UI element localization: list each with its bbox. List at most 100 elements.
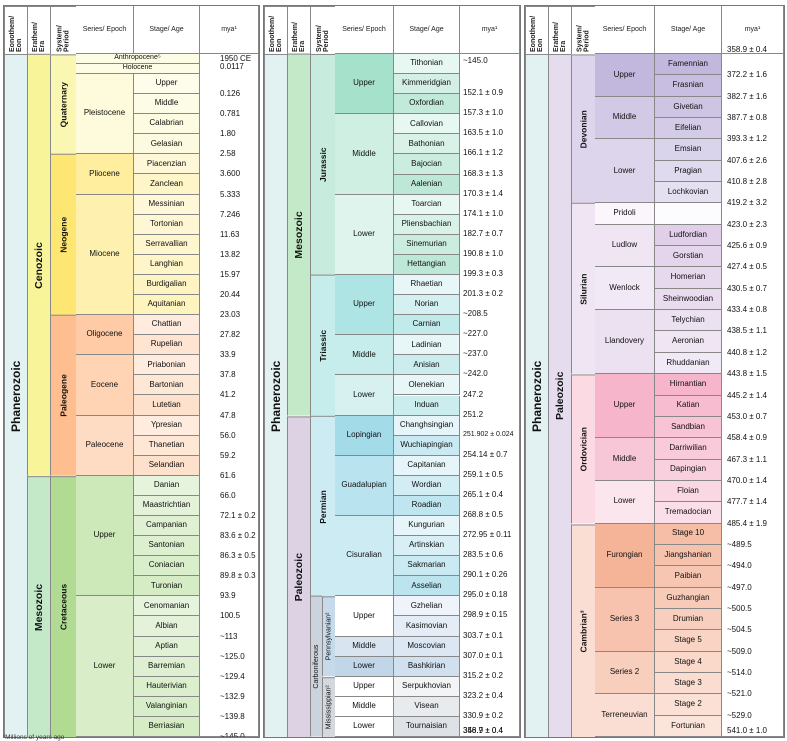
stage-cell: Kimmeridgian <box>394 74 460 95</box>
stage-cell: Sandbian <box>655 416 722 439</box>
stage-cell: Anisian <box>394 355 460 376</box>
series-cell: Upper <box>335 596 394 637</box>
age-value: 453.0 ± 0.7 <box>727 411 767 421</box>
age-value: 485.4 ± 1.9 <box>727 518 767 528</box>
age-value: 1.80 <box>220 129 236 139</box>
series-cell: Eocene <box>76 355 134 416</box>
header-series: Series/ Epoch <box>76 6 134 54</box>
stage-cell: Upper <box>134 74 200 95</box>
series-cell: Miocene <box>76 194 134 316</box>
header-mya: mya¹ <box>460 6 520 54</box>
stage-cell: Burdigalian <box>134 274 200 295</box>
stage-cell: Gzhelian <box>394 596 460 617</box>
mya-column <box>200 54 259 737</box>
age-value: 393.3 ± 1.2 <box>727 134 767 144</box>
age-value: 307.0 ± 0.1 <box>463 650 503 660</box>
stage-cell: Stage 2 <box>655 694 722 716</box>
header-period: System/ Period <box>310 6 335 54</box>
period-quaternary: Quaternary <box>50 54 76 155</box>
stage-cell: Aeronian <box>655 331 722 353</box>
age-value: 2.58 <box>220 149 236 159</box>
age-value: ~132.9 <box>220 691 245 701</box>
age-value: 0.126 <box>220 89 241 99</box>
age-value: 100.5 <box>220 611 241 621</box>
stage-cell: Artinskian <box>394 536 460 557</box>
age-value: ~497.0 <box>727 582 752 592</box>
age-value: 372.2 ± 1.6 <box>727 70 767 80</box>
stage-cell: Moscovian <box>394 636 460 657</box>
stage-cell: Aptian <box>134 636 200 657</box>
stage-cell: Induan <box>394 395 460 416</box>
stage-cell: Valanginian <box>134 696 200 717</box>
stage-cell: Piacenzian <box>134 154 200 175</box>
stage-cell: Stage 4 <box>655 651 722 673</box>
stage-cell: Guzhangian <box>655 587 722 609</box>
age-value: 346.7 ± 0.4 <box>463 726 503 735</box>
stage-cell: Changhsingian <box>394 415 460 436</box>
header-era: Erathem/ Era <box>27 6 50 54</box>
age-value: 152.1 ± 0.9 <box>463 88 503 98</box>
header-eon: Eonothem/ Eon <box>525 6 548 54</box>
stage-cell: Bajocian <box>394 154 460 175</box>
age-value: 265.1 ± 0.4 <box>463 489 503 499</box>
stage-cell: Tournaisian <box>394 716 460 737</box>
series-cell: Wenlock <box>595 267 655 311</box>
age-value: 443.8 ± 1.5 <box>727 369 767 379</box>
age-value: 47.8 <box>220 410 236 420</box>
age-value: ~529.0 <box>727 710 752 720</box>
stage-cell: Stage 5 <box>655 630 722 652</box>
age-value: 163.5 ± 1.0 <box>463 128 503 138</box>
stage-cell: Carnian <box>394 315 460 336</box>
age-value: 259.1 ± 0.5 <box>463 469 503 479</box>
age-value: 477.7 ± 1.4 <box>727 497 767 507</box>
age-value: 66.0 <box>220 490 236 500</box>
series-cell: Llandovery <box>595 310 655 375</box>
series-cell: Upper <box>335 274 394 336</box>
stage-cell: Tremadocian <box>655 502 722 524</box>
age-value: 93.9 <box>220 591 236 601</box>
period-devonian: Devonian <box>571 54 595 204</box>
age-value: 59.2 <box>220 450 236 460</box>
age-value: 23.03 <box>220 310 241 320</box>
stage-cell: Olenekian <box>394 375 460 396</box>
series-cell: Upper <box>335 676 394 697</box>
stage-cell: Norian <box>394 295 460 316</box>
age-value: 407.6 ± 2.6 <box>727 155 767 165</box>
period-triassic: Triassic <box>310 274 335 416</box>
age-value: 358.9 ± 0.4 <box>463 726 503 735</box>
stage-cell: Zanclean <box>134 174 200 195</box>
panel-3: Eonothem/ Eon Erathem/ Era System/ Period S… <box>524 5 785 738</box>
stage-cell: Callovian <box>394 114 460 135</box>
age-value: 330.9 ± 0.2 <box>463 710 503 720</box>
age-value: 83.6 ± 0.2 <box>220 531 256 541</box>
stage-cell: Lutetian <box>134 395 200 416</box>
stage-cell: Serravallian <box>134 234 200 255</box>
stage-cell: Anthropocene⁵ <box>76 54 200 64</box>
period-carboniferous: Carboniferous <box>310 596 322 737</box>
age-value: 41.2 <box>220 390 236 400</box>
stage-cell: Telychian <box>655 310 722 332</box>
age-value: ~139.8 <box>220 711 245 721</box>
age-value: 272.95 ± 0.11 <box>463 530 512 540</box>
stage-cell: Katian <box>655 395 722 417</box>
stage-cell: Rhaetian <box>394 274 460 296</box>
stage-cell: Darriwilian <box>655 438 722 460</box>
age-value: ~489.5 <box>727 539 752 549</box>
age-value: 295.0 ± 0.18 <box>463 590 508 600</box>
age-value: 438.5 ± 1.1 <box>727 326 767 336</box>
stage-cell: Wordian <box>394 475 460 496</box>
stage-cell: Capitanian <box>394 455 460 476</box>
age-value: 89.8 ± 0.3 <box>220 571 256 581</box>
age-value: 430.5 ± 0.7 <box>727 283 767 293</box>
age-value: 20.44 <box>220 290 241 299</box>
age-value: ~504.5 <box>727 625 752 635</box>
period-permian: Permian <box>310 415 335 597</box>
header-mya: mya¹ <box>200 6 259 54</box>
header-mya: mya¹ <box>722 6 784 54</box>
series-cell: Pleistocene <box>76 74 134 155</box>
period-cambrian: Cambrian³ <box>571 523 595 737</box>
series-cell: Middle <box>335 335 394 376</box>
series-cell: Lopingian <box>335 415 394 456</box>
period-ordovician: Ordovician <box>571 374 595 524</box>
age-value: ~113 <box>220 631 238 641</box>
